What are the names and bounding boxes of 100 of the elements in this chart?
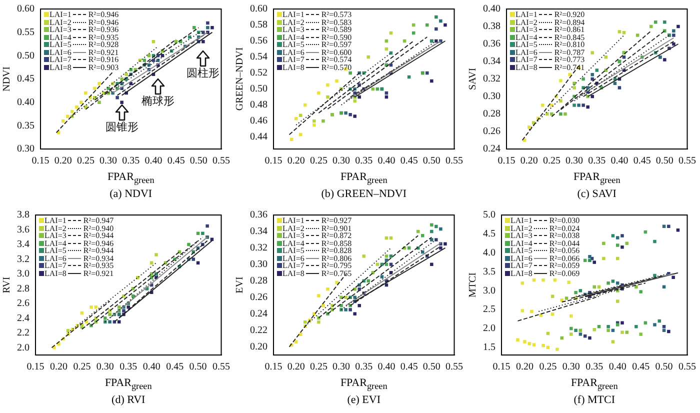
text: (c) SAVI [576,188,618,200]
legend-label: LAI=8 [44,268,66,278]
legend-label: LAI=5 [44,246,66,255]
y-tick-label: 0.60 [17,4,34,15]
y-axis-title: NDVI [2,66,13,92]
legend-label: LAI=5 [282,246,304,255]
x-tick-label: 0.40 [142,362,160,373]
x-tick-label: 0.45 [400,362,418,373]
x-tick-label: 0.45 [632,362,650,373]
x-tick-label: 0.25 [542,156,560,167]
legend-label: LAI=3 [510,231,532,240]
x-tick-label: 0.25 [310,362,328,373]
y-tick-label: 0.22 [250,324,268,336]
x-tick-label: 0.20 [516,362,534,373]
legend-label: R²=0.921 [88,48,119,56]
legend-label: R²=0.024 [549,224,580,232]
x-tick-label: 0.40 [378,156,396,167]
legend-label: LAI=2 [282,18,304,26]
y-tick-label: 0.36 [483,38,500,50]
x-tick-label: 0.35 [122,156,140,167]
x-tick-label: 0.25 [539,362,557,373]
legend-label: LAI=4 [282,238,304,248]
legend-label: LAI=4 [44,238,66,248]
legend-label: R²=0.935 [88,32,119,42]
legend-label: LAI=6 [510,254,532,262]
legend-label: R²=0.056 [549,246,580,255]
y-tick-label: 4.0 [483,247,496,258]
y-tick-label: 3.8 [17,210,30,221]
x-tick-label: 0.35 [120,362,138,373]
y-tick-label: 0.44 [250,132,268,143]
x-tick-label: 0.25 [310,156,328,167]
legend-label: LAI=6 [50,48,72,56]
y-tick-label: 5.0 [483,210,496,221]
legend-label: R²=0.806 [321,254,352,262]
y-tick-label: 3.5 [483,266,496,278]
legend-label: R²=0.946 [88,18,119,26]
x-tick-label: 0.20 [54,156,72,167]
legend-label: R²=0.944 [83,246,114,255]
y-tick-label: 0.34 [250,226,268,238]
y-tick-label: 0.56 [250,36,268,47]
x-tick-label: 0.15 [26,362,44,373]
legend-label: R²=0.583 [321,18,352,26]
legend-label: R²=0.916 [88,55,119,64]
x-tick-label: 0.15 [264,362,282,373]
legend-label: LAI=8 [282,62,304,72]
y-tick-label: 3.4 [17,239,30,250]
x-tick-label: 0.15 [492,362,510,373]
y-tick-label: 3.6 [17,224,30,236]
legend-label: R²=0.066 [549,254,580,262]
y-axis-title: RVI [2,276,13,294]
legend-label: LAI=2 [50,18,72,26]
x-tick-label: 0.30 [566,156,584,167]
legend-label: R²=0.038 [549,231,580,240]
legend-label: LAI=6 [516,48,538,56]
legend-label: LAI=2 [44,224,66,232]
text: (a) NDVI [108,188,154,200]
legend-label: R²=0.765 [321,268,352,278]
y-tick-label: 0.50 [17,50,34,62]
x-tick-label: 0.25 [73,362,91,373]
y-tick-label: 0.60 [250,4,268,15]
x-tick-label: 0.55 [446,156,463,167]
x-axis-title: FPAR$_{green}$ [104,377,153,392]
y-tick-label: 4.5 [483,228,496,240]
y-tick-label: 0.20 [250,341,268,352]
legend-label: R²=0.921 [83,268,114,278]
legend-label: LAI=7 [282,55,304,64]
legend-label: R²=0.944 [83,231,114,240]
x-axis-title: FPAR$_{green}$ [339,377,388,392]
x-tick-label: 0.15 [498,156,516,167]
legend-label: R²=0.741 [554,62,585,72]
legend-label: R²=0.573 [321,10,352,19]
y-tick-label: 0.32 [483,74,500,85]
legend-label: R²=0.810 [554,40,585,49]
y-tick-label: 2.5 [483,304,496,316]
y-axis-title: EVI [234,276,246,294]
legend-label: LAI=1 [510,216,532,225]
annotation: 圆锥形 [105,120,138,134]
legend-label: LAI=4 [516,32,538,42]
x-tick-label: 0.45 [167,156,185,167]
legend-label: R²=0.059 [549,261,580,270]
x-axis-title: FPAR$_{green}$ [572,171,622,186]
legend-label: LAI=7 [44,261,66,270]
legend-label: LAI=8 [516,62,538,72]
y-axis-title: SAVI [468,68,479,90]
legend-label: LAI=6 [282,254,304,262]
x-tick-label: 0.15 [264,156,282,167]
legend-label: R²=0.934 [83,254,114,262]
y-tick-label: 0.30 [17,144,34,155]
legend-label: LAI=2 [282,224,304,232]
y-tick-label: 0.24 [250,308,268,320]
x-tick-label: 0.20 [520,156,538,167]
legend-label: LAI=8 [510,268,532,278]
x-tick-label: 0.55 [212,156,230,167]
legend-label: R²=0.920 [554,10,585,19]
y-tick-label: 0.28 [250,276,268,287]
y-tick-label: 0.26 [250,292,268,303]
y-tick-label: 3.0 [17,268,30,280]
x-tick-label: 0.50 [422,156,440,167]
legend-label: LAI=1 [50,10,72,19]
legend-label: LAI=3 [50,25,72,34]
